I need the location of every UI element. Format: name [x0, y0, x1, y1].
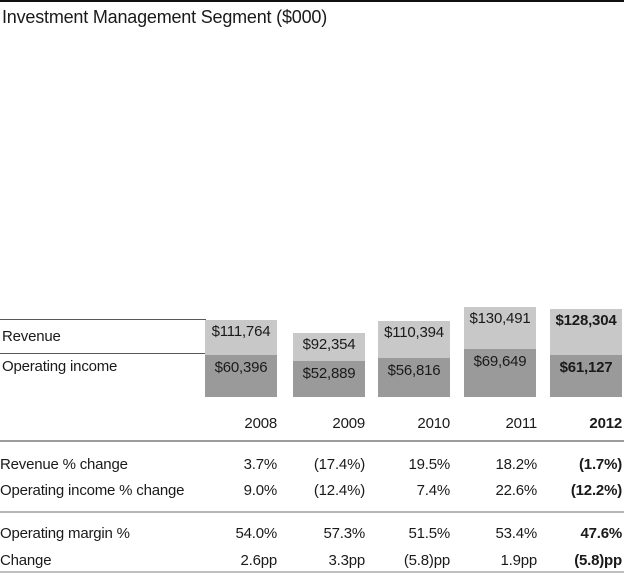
cell-value: 3.7%	[243, 456, 278, 473]
bar-2010-revenue-segment: $110,394	[378, 321, 450, 358]
cell-value: (5.8)pp	[574, 552, 622, 569]
bar-2008-revenue-segment: $111,764	[205, 320, 277, 355]
bar-2010-revenue-value: $110,394	[384, 324, 444, 341]
bar-2008-revenue-value: $111,764	[211, 323, 271, 340]
bar-2009-operating-income-segment: $52,889	[293, 361, 365, 397]
bar-2009: $92,354 $52,889	[293, 333, 365, 397]
bar-2011: $130,491 $69,649	[464, 307, 536, 397]
bar-2008-operating-income-segment: $60,396	[205, 355, 277, 397]
year-axis-spacer	[0, 412, 205, 436]
bar-2010-operating-income-segment: $56,816	[378, 358, 450, 397]
bar-2009-operating-income-value: $52,889	[302, 365, 356, 382]
row-label: Operating income % change	[0, 482, 185, 499]
bar-2011-operating-income-segment: $69,649	[464, 349, 536, 397]
cell-value: 7.4%	[416, 482, 451, 499]
cell-value: 18.2%	[495, 456, 537, 473]
year-label-2010: 2010	[417, 415, 450, 432]
cell-value: 19.5%	[408, 456, 450, 473]
table-row-operating-income-pct-change: Operating income % change 9.0% (12.4%) 7…	[0, 478, 622, 504]
bar-2009-revenue-segment: $92,354	[293, 333, 365, 361]
cell-value: (17.4%)	[313, 456, 365, 473]
rule-under-years	[0, 440, 624, 442]
cell-value: 57.3%	[323, 525, 365, 542]
cell-value: (1.7%)	[579, 456, 622, 473]
row-label: Operating margin %	[0, 525, 130, 542]
table-row-revenue-pct-change: Revenue % change 3.7% (17.4%) 19.5% 18.2…	[0, 452, 622, 478]
bar-2012-revenue-segment: $128,304	[550, 309, 622, 355]
legend-label-operating-income: Operating income	[2, 358, 118, 375]
legend-rule-revenue	[0, 319, 206, 320]
year-label-2008: 2008	[244, 415, 277, 432]
bar-2011-operating-income-value: $69,649	[473, 353, 527, 370]
table-row-operating-margin: Operating margin % 54.0% 57.3% 51.5% 53.…	[0, 521, 622, 547]
legend-rule-operating-income	[0, 353, 206, 354]
bar-2012-revenue-value: $128,304	[555, 312, 617, 329]
year-axis-row: 2008 2009 2010 2011 2012	[0, 412, 622, 436]
row-label: Revenue % change	[0, 456, 128, 473]
cell-value: (12.2%)	[570, 482, 622, 499]
cell-value: 1.9pp	[500, 552, 537, 569]
cell-value: 53.4%	[495, 525, 537, 542]
rule-bottom	[0, 571, 624, 573]
bar-2008: $111,764 $60,396	[205, 320, 277, 397]
cell-value: 51.5%	[408, 525, 450, 542]
bar-2011-revenue-segment: $130,491	[464, 307, 536, 349]
bar-2012-operating-income-segment: $61,127	[550, 355, 622, 397]
year-label-2009: 2009	[332, 415, 365, 432]
cell-value: 47.6%	[580, 525, 622, 542]
cell-value: (5.8)pp	[403, 552, 450, 569]
legend-label-revenue: Revenue	[2, 328, 61, 345]
year-label-2012: 2012	[589, 415, 622, 432]
cell-value: 2.6pp	[240, 552, 277, 569]
year-label-2011: 2011	[505, 415, 538, 432]
top-border-rule	[0, 0, 624, 2]
bar-2011-revenue-value: $130,491	[469, 310, 531, 327]
cell-value: 54.0%	[235, 525, 277, 542]
cell-value: 22.6%	[495, 482, 537, 499]
cell-value: 9.0%	[243, 482, 278, 499]
bar-2012: $128,304 $61,127	[550, 309, 622, 397]
bar-2009-revenue-value: $92,354	[302, 336, 356, 353]
bar-2010-operating-income-value: $56,816	[387, 362, 441, 379]
row-label: Change	[0, 552, 52, 569]
cell-value: (12.4%)	[313, 482, 365, 499]
bar-2010: $110,394 $56,816	[378, 321, 450, 397]
table-row-change: Change 2.6pp 3.3pp (5.8)pp 1.9pp (5.8)pp	[0, 548, 622, 573]
page-title: Investment Management Segment ($000)	[2, 7, 327, 27]
rule-middle	[0, 511, 624, 513]
bar-2008-operating-income-value: $60,396	[214, 359, 268, 376]
cell-value: 3.3pp	[328, 552, 365, 569]
bar-2012-operating-income-value: $61,127	[559, 359, 613, 376]
